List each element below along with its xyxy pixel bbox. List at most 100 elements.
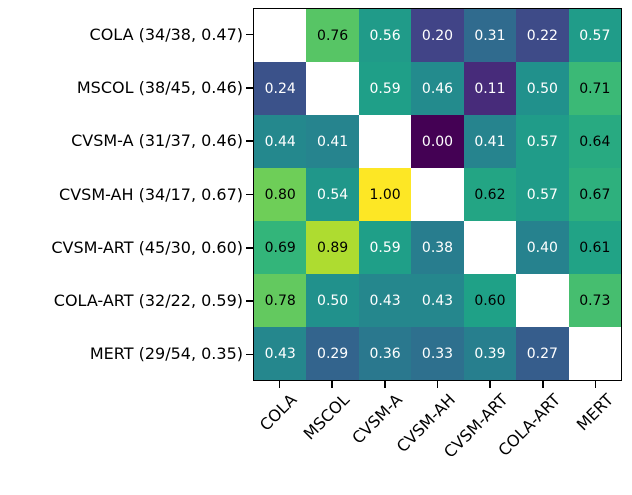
heatmap-cell-mscol-cola-art: 0.50 (516, 62, 569, 115)
x-tick (278, 381, 281, 388)
cell-value: 0.67 (579, 186, 611, 203)
y-tick-label-cvsm-a: CVSM-A (31/37, 0.46) (71, 131, 243, 151)
heatmap-cell-cola-art-cvsm-ah: 0.43 (411, 274, 464, 327)
heatmap-cell-cvsm-art-cola: 0.69 (254, 221, 307, 274)
x-tick (594, 381, 597, 388)
heatmap-cell-cvsm-a-cvsm-a (358, 115, 412, 168)
cell-value: 0.60 (474, 292, 506, 309)
heatmap-cell-cola-art-mscol: 0.50 (306, 274, 359, 327)
cell-value: 0.20 (421, 27, 454, 44)
heatmap-cell-mscol-mscol (306, 62, 359, 115)
heatmap-cell-mert-cvsm-a: 0.36 (358, 327, 412, 380)
cell-value: 0.44 (264, 133, 296, 150)
cell-value: 0.31 (474, 27, 506, 44)
heatmap-cell-cvsm-art-cola-art: 0.40 (516, 221, 569, 274)
y-tick (245, 246, 253, 249)
heatmap-cell-cola-mscol: 0.76 (306, 9, 359, 62)
cell-value: 1.00 (369, 186, 401, 203)
x-tick (331, 381, 333, 388)
heatmap-cell-cola-cvsm-a: 0.56 (358, 9, 412, 62)
y-tick-label-cvsm-ah: CVSM-AH (34/17, 0.67) (59, 184, 243, 204)
y-tick-label-cola-art: COLA-ART (32/22, 0.59) (53, 291, 243, 311)
heatmap-cell-mscol-cola: 0.24 (254, 62, 307, 115)
cell-value: 0.38 (421, 239, 454, 256)
heatmap-cell-cvsm-ah-cola-art: 0.57 (516, 168, 569, 221)
cell-value: 0.62 (474, 186, 506, 203)
cell-value: 0.43 (264, 345, 296, 362)
y-tick (245, 140, 253, 142)
cell-value: 0.54 (317, 186, 349, 203)
y-tick (245, 33, 253, 36)
heatmap-cell-cola-art-cola: 0.78 (254, 274, 307, 327)
heatmap-cell-mscol-cvsm-ah: 0.46 (411, 62, 464, 115)
heatmap-cell-mert-cvsm-ah: 0.33 (411, 327, 464, 380)
heatmap-axes: 0.76 0.56 0.20 0.31 0.22 0.57 0.24 0.59 0.46 0.11… (253, 8, 622, 381)
heatmap-cell-cvsm-a-cvsm-art: 0.41 (463, 115, 517, 168)
heatmap-cell-cvsm-art-mscol: 0.89 (306, 221, 359, 274)
x-tick (542, 381, 544, 388)
heatmap-cell-cvsm-ah-mert: 0.67 (568, 168, 621, 221)
heatmap-cell-cvsm-a-cola-art: 0.57 (516, 115, 569, 168)
y-tick-label-cvsm-art: CVSM-ART (45/30, 0.60) (51, 237, 243, 257)
cell-value: 0.57 (526, 133, 558, 150)
y-tick-label-mert: MERT (29/54, 0.35) (89, 344, 243, 364)
cell-value: 0.41 (317, 133, 349, 150)
y-tick-label-mscol: MSCOL (38/45, 0.46) (76, 77, 243, 97)
heatmap-cell-mert-cvsm-art: 0.39 (463, 327, 517, 380)
heatmap-cell-cola-art-cola-art (516, 274, 569, 327)
cell-value: 0.57 (526, 186, 558, 203)
x-tick-label-mert: MERT (572, 390, 618, 435)
heatmap-cell-cvsm-a-cola: 0.44 (254, 115, 307, 168)
x-tick (489, 381, 491, 388)
cell-value: 0.27 (526, 345, 558, 362)
heatmap-cell-cola-mert: 0.57 (568, 9, 621, 62)
x-tick-label-mscol: MSCOL (300, 390, 354, 444)
y-tick (245, 300, 253, 302)
heatmap-cell-cvsm-a-mert: 0.64 (568, 115, 621, 168)
heatmap-cell-cvsm-ah-cvsm-ah (411, 168, 464, 221)
heatmap-cell-cvsm-ah-cvsm-art: 0.62 (463, 168, 517, 221)
heatmap-cell-cola-art-cvsm-art: 0.60 (463, 274, 517, 327)
heatmap-cell-mscol-mert: 0.71 (568, 62, 621, 115)
heatmap-cell-cola-cola (254, 9, 307, 62)
cell-value: 0.69 (264, 239, 296, 256)
heatmap-cell-mert-mscol: 0.29 (306, 327, 359, 380)
y-tick (245, 353, 253, 356)
cell-value: 0.50 (526, 80, 558, 97)
cell-value: 0.43 (421, 292, 454, 309)
heatmap-cell-cvsm-art-cvsm-a: 0.59 (358, 221, 412, 274)
cell-value: 0.33 (421, 345, 454, 362)
cell-value: 0.57 (579, 27, 611, 44)
x-tick-label-cola: COLA (256, 390, 301, 435)
cell-value: 0.80 (264, 186, 296, 203)
cell-value: 0.43 (369, 292, 401, 309)
cell-value: 0.59 (369, 239, 401, 256)
heatmap-cell-mert-cola-art: 0.27 (516, 327, 569, 380)
cell-value: 0.36 (369, 345, 401, 362)
y-tick-label-cola: COLA (34/38, 0.47) (89, 24, 243, 44)
cell-value: 0.46 (421, 80, 454, 97)
cell-value: 0.64 (579, 133, 611, 150)
heatmap-cell-cola-art-mert: 0.73 (568, 274, 621, 327)
heatmap-cell-cvsm-ah-mscol: 0.54 (306, 168, 359, 221)
cell-value: 0.41 (474, 133, 506, 150)
heatmap-cell-cvsm-a-mscol: 0.41 (306, 115, 359, 168)
cell-value: 0.50 (317, 292, 349, 309)
heatmap-cell-cvsm-ah-cola: 0.80 (254, 168, 307, 221)
cell-value: 0.56 (369, 27, 401, 44)
cell-value: 0.61 (579, 239, 611, 256)
x-tick (436, 381, 439, 388)
heatmap-cell-cola-cvsm-art: 0.31 (463, 9, 517, 62)
cell-value: 0.71 (579, 80, 611, 97)
cell-value: 0.73 (579, 292, 611, 309)
heatmap-cell-cvsm-art-cvsm-ah: 0.38 (411, 221, 464, 274)
y-tick (245, 87, 253, 89)
heatmap-cell-cola-cola-art: 0.22 (516, 9, 569, 62)
heatmap-cell-mscol-cvsm-a: 0.59 (358, 62, 412, 115)
cell-value: 0.40 (526, 239, 558, 256)
x-tick (383, 381, 386, 388)
heatmap-cell-cvsm-art-mert: 0.61 (568, 221, 621, 274)
cell-value: 0.00 (421, 133, 454, 150)
y-tick (245, 193, 253, 196)
